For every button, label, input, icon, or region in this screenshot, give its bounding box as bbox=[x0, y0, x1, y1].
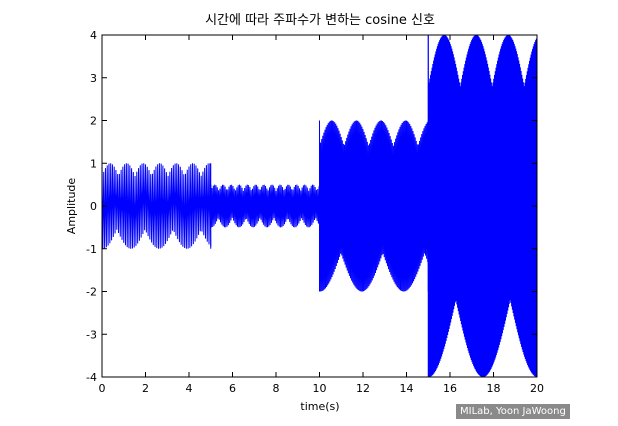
y-tick-label: 1 bbox=[90, 157, 97, 170]
x-tick-label: 8 bbox=[273, 382, 280, 395]
signal-segment-1 bbox=[102, 163, 212, 249]
x-tick-label: 18 bbox=[487, 382, 501, 395]
x-tick-label: 4 bbox=[186, 382, 193, 395]
x-tick-label: 6 bbox=[229, 382, 236, 395]
x-tick-label: 14 bbox=[400, 382, 414, 395]
x-tick-label: 10 bbox=[313, 382, 327, 395]
chart-title: 시간에 따라 주파수가 변하는 cosine 신호 bbox=[205, 13, 435, 28]
x-tick-label: 20 bbox=[530, 382, 544, 395]
x-tick-label: 12 bbox=[356, 382, 370, 395]
x-tick-label: 0 bbox=[99, 382, 106, 395]
y-tick-label: 0 bbox=[90, 200, 97, 213]
signal-segment-3 bbox=[319, 120, 429, 292]
x-tick-label: 2 bbox=[142, 382, 149, 395]
x-tick-label: 16 bbox=[443, 382, 457, 395]
y-tick-label: -3 bbox=[86, 328, 97, 341]
y-tick-label: 2 bbox=[90, 115, 97, 128]
y-tick-label: -2 bbox=[86, 286, 97, 299]
signal-segment-4 bbox=[427, 35, 537, 377]
y-tick-label: -4 bbox=[86, 371, 97, 384]
y-tick-label: -1 bbox=[86, 243, 97, 256]
watermark-label: MILab, Yoon JaWoong bbox=[456, 404, 570, 419]
plot-area bbox=[102, 35, 537, 377]
x-axis: 0 2 4 6 8 10 12 14 16 18 20 bbox=[99, 35, 544, 395]
y-axis-label: Amplitude bbox=[65, 178, 78, 235]
signal-segment-2 bbox=[210, 184, 320, 228]
signal-series bbox=[102, 35, 537, 377]
y-tick-label: 4 bbox=[90, 29, 97, 42]
y-tick-label: 3 bbox=[90, 72, 97, 85]
x-axis-label: time(s) bbox=[300, 400, 339, 413]
y-axis: 4 3 2 1 0 -1 -2 -3 -4 bbox=[86, 29, 537, 384]
